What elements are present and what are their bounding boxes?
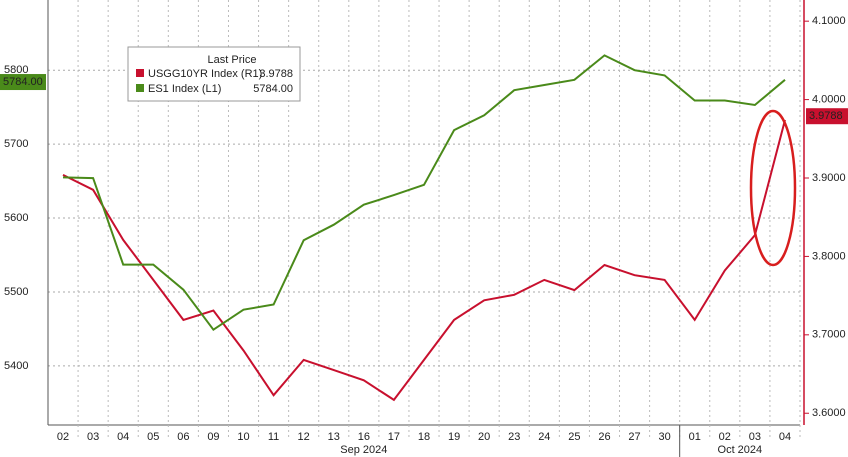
x-tick-label: 23 <box>508 431 520 443</box>
x-tick-label: 02 <box>719 431 731 443</box>
x-tick-label: 04 <box>117 431 129 443</box>
y-tick-label: 5800 <box>4 64 28 76</box>
x-tick-label: 10 <box>237 431 249 443</box>
highlight-ellipse <box>749 109 797 267</box>
legend: Last Price USGG10YR Index (R1) 3.9788 ES… <box>127 46 301 102</box>
x-tick-label: 27 <box>628 431 640 443</box>
x-tick-label: 26 <box>598 431 610 443</box>
x-tick-label: 02 <box>57 431 69 443</box>
y-tick-label: 5500 <box>4 286 28 298</box>
x-tick-label: 11 <box>268 431 279 443</box>
x-tick-label: 12 <box>298 431 310 443</box>
x-tick-label: 30 <box>659 431 671 443</box>
legend-label: USGG10YR Index (R1) <box>148 68 262 80</box>
lines: 3.9788 5784.00 <box>0 54 848 402</box>
legend-value: 5784.00 <box>253 83 293 95</box>
last-price-tag <box>0 74 46 91</box>
series-line <box>62 54 786 332</box>
series-line <box>62 119 786 402</box>
y-tick-label: 5700 <box>4 138 28 150</box>
x-tick-label: 05 <box>147 431 159 443</box>
x-tick-label: 04 <box>779 431 791 443</box>
month-label: Sep 2024 <box>340 444 387 456</box>
legend-title: Last Price <box>208 54 257 66</box>
last-price-label: 5784.00 <box>3 76 43 88</box>
y2-tick-label: 3.7000 <box>812 329 846 341</box>
x-tick-label: 09 <box>207 431 219 443</box>
legend-swatch <box>136 84 144 92</box>
legend-box <box>127 46 301 102</box>
x-tick-label: 01 <box>689 431 701 443</box>
x-tick-label: 25 <box>568 431 580 443</box>
legend-swatch <box>136 69 144 77</box>
y2-tick-label: 3.8000 <box>812 250 846 262</box>
y-tick-label: 5400 <box>4 360 28 372</box>
x-tick-label: 17 <box>388 431 400 443</box>
last-price-tag <box>806 108 848 125</box>
x-tick-label: 06 <box>177 431 189 443</box>
legend-value: 3.9788 <box>259 68 293 80</box>
y2-tick-label: 3.6000 <box>812 407 846 419</box>
x-tick-label: 20 <box>478 431 490 443</box>
x-tick-label: 03 <box>749 431 761 443</box>
x-tick-label: 03 <box>87 431 99 443</box>
y2-tick-label: 4.0000 <box>812 93 846 105</box>
month-label: Oct 2024 <box>718 444 763 456</box>
x-tick-label: 13 <box>328 431 340 443</box>
y2-tick-label: 3.9000 <box>812 172 846 184</box>
legend-label: ES1 Index (L1) <box>148 83 221 95</box>
x-tick-label: 24 <box>538 431 550 443</box>
y2-tick-label: 4.1000 <box>812 15 846 27</box>
y-tick-label: 5600 <box>4 212 28 224</box>
x-tick-label: 19 <box>448 431 460 443</box>
x-tick-label: 18 <box>418 431 430 443</box>
x-tick-label: 16 <box>358 431 370 443</box>
last-price-label: 3.9788 <box>809 110 843 122</box>
grid: 5400 5500 5600 5700 5800 3.6000 3.7000 3.8000 3.… <box>4 0 846 457</box>
